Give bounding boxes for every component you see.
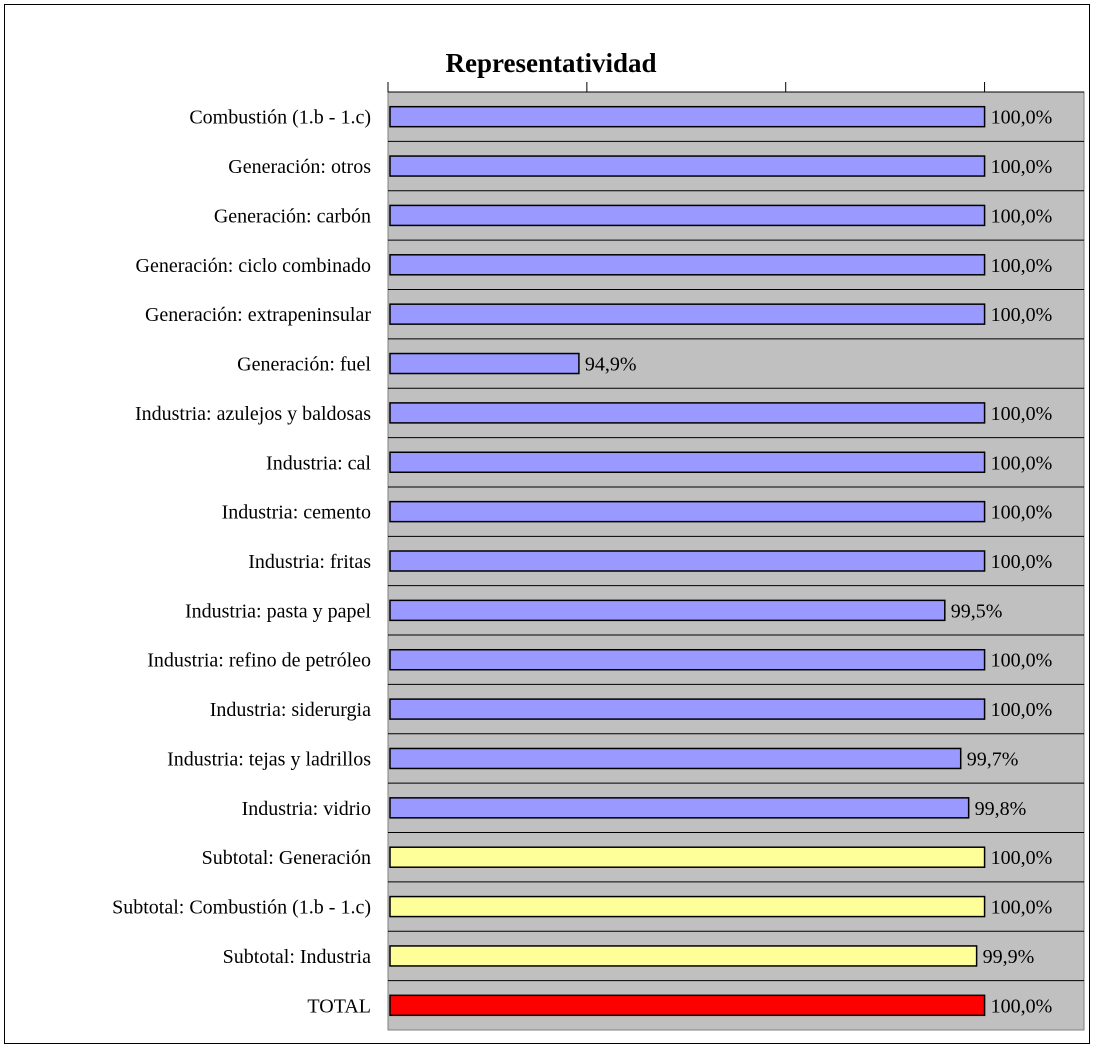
category-labels: Combustión (1.b - 1.c) Generación: otros G…: [112, 107, 371, 1018]
bar: [389, 698, 986, 720]
bar: [389, 945, 978, 967]
data-label: 100,0%: [991, 205, 1053, 227]
category-label: Combustión (1.b - 1.c): [189, 107, 371, 129]
category-label: Industria: vidrio: [242, 798, 371, 820]
category-label: Industria: fritas: [248, 551, 371, 573]
bar: [389, 747, 962, 770]
data-labels: 100,0% 100,0% 100,0% 100,0% 100,0% 94,9% 100,0…: [585, 107, 1052, 1018]
data-label: 100,0%: [991, 551, 1053, 573]
data-label: 100,0%: [991, 452, 1053, 474]
data-label: 99,7%: [967, 748, 1019, 770]
category-label: Industria: pasta y papel: [185, 600, 371, 622]
category-label: Generación: ciclo combinado: [136, 255, 371, 277]
gridlines: [388, 140, 1084, 982]
bar: [389, 402, 986, 424]
category-label: TOTAL: [307, 995, 371, 1017]
category-label: Subtotal: Industria: [223, 946, 371, 968]
data-label: 100,0%: [991, 403, 1053, 425]
bar: [389, 155, 986, 177]
category-label: Industria: refino de petróleo: [147, 650, 371, 672]
bar: [389, 500, 986, 523]
bar: [389, 648, 986, 671]
data-label: 100,0%: [991, 304, 1053, 326]
category-label: Generación: fuel: [237, 354, 371, 376]
category-label: Industria: azulejos y baldosas: [135, 403, 371, 425]
x-axis-ticks: [387, 82, 1084, 93]
data-label: 99,5%: [951, 600, 1003, 622]
category-label: Generación: otros: [228, 156, 371, 178]
data-label: 100,0%: [991, 502, 1053, 524]
bar: [389, 895, 986, 918]
data-label: 100,0%: [991, 699, 1053, 721]
data-label: 100,0%: [991, 650, 1053, 672]
category-label: Subtotal: Combustión (1.b - 1.c): [112, 897, 371, 919]
data-label: 100,0%: [991, 156, 1053, 178]
bar: [389, 846, 986, 868]
bar: [389, 105, 986, 128]
category-label: Industria: tejas y ladrillos: [167, 748, 371, 770]
bar: [389, 254, 986, 276]
bar: [389, 550, 986, 572]
bar: [389, 303, 986, 325]
data-label: 100,0%: [991, 897, 1053, 919]
data-label: 100,0%: [991, 847, 1053, 869]
bar: [389, 797, 970, 819]
data-label: 100,0%: [991, 255, 1053, 277]
data-label: 100,0%: [991, 107, 1053, 129]
category-label: Subtotal: Generación: [202, 847, 371, 869]
category-label: Industria: siderurgia: [210, 699, 371, 721]
category-label: Generación: carbón: [214, 205, 371, 227]
bar: [389, 352, 580, 375]
bars: [389, 105, 986, 1017]
bar: [389, 204, 986, 227]
bar: [389, 599, 946, 622]
category-label: Generación: extrapeninsular: [145, 304, 371, 326]
data-label: 99,9%: [983, 946, 1035, 968]
data-label: 99,8%: [975, 798, 1027, 820]
category-label: Industria: cemento: [222, 502, 371, 524]
bar: [389, 451, 986, 474]
data-label: 100,0%: [991, 995, 1053, 1017]
category-label: Industria: cal: [266, 452, 371, 474]
bar: [389, 994, 986, 1017]
data-label: 94,9%: [585, 354, 637, 376]
chart-title: Representatividad: [445, 48, 657, 78]
